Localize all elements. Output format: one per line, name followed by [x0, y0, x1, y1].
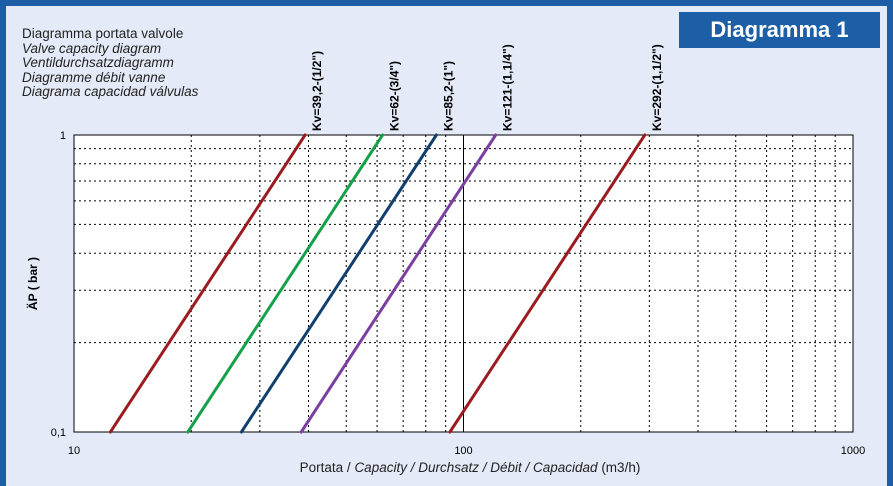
series-label-kv-292: Kv=292-(1,1/2")	[650, 44, 664, 131]
chart-title-block: Diagramma portata valvole Valve capacity…	[22, 26, 199, 100]
series-line-kv-62	[186, 133, 385, 434]
series-label-kv-121: Kv=121-(1,1/4")	[501, 44, 515, 131]
series-label-kv-62: Kv=62-(3/4")	[388, 61, 402, 131]
series-label-kv-39.2: Kv=39,2-(1/2")	[310, 51, 324, 131]
title-spanish: Diagrama capacidad válvulas	[22, 84, 199, 100]
series-line-kv-292	[448, 133, 647, 434]
title-english: Valve capacity diagram	[22, 40, 162, 56]
x-tick-label: 100	[454, 445, 472, 457]
x-axis-label-italian: Portata /	[299, 460, 355, 475]
x-axis-label-unit: (m3/h)	[597, 460, 641, 475]
y-tick-label: 0,1	[51, 427, 66, 439]
title-german: Ventildurchsatzdiagramm	[22, 55, 174, 71]
series-line-kv-121	[299, 133, 498, 434]
diagram-number-badge: Diagramma 1	[679, 12, 880, 48]
x-tick-label: 10	[68, 445, 80, 457]
series-line-kv-39.2	[108, 133, 307, 434]
y-tick-label: 1	[60, 130, 66, 142]
x-tick-label: 1000	[841, 445, 865, 457]
x-axis-label: Portata / Capacity / Durchsatz / Débit /…	[250, 460, 690, 475]
series-line-kv-85.2	[239, 133, 438, 434]
series-label-kv-85.2: Kv=85,2-(1")	[441, 61, 455, 131]
x-axis-label-translations: Capacity / Durchsatz / Débit / Capacidad	[354, 460, 598, 475]
y-axis-label: ÄP ( bar )	[25, 257, 40, 310]
title-french: Diagramme débit vanne	[22, 69, 166, 85]
title-italian: Diagramma portata valvole	[22, 26, 184, 41]
